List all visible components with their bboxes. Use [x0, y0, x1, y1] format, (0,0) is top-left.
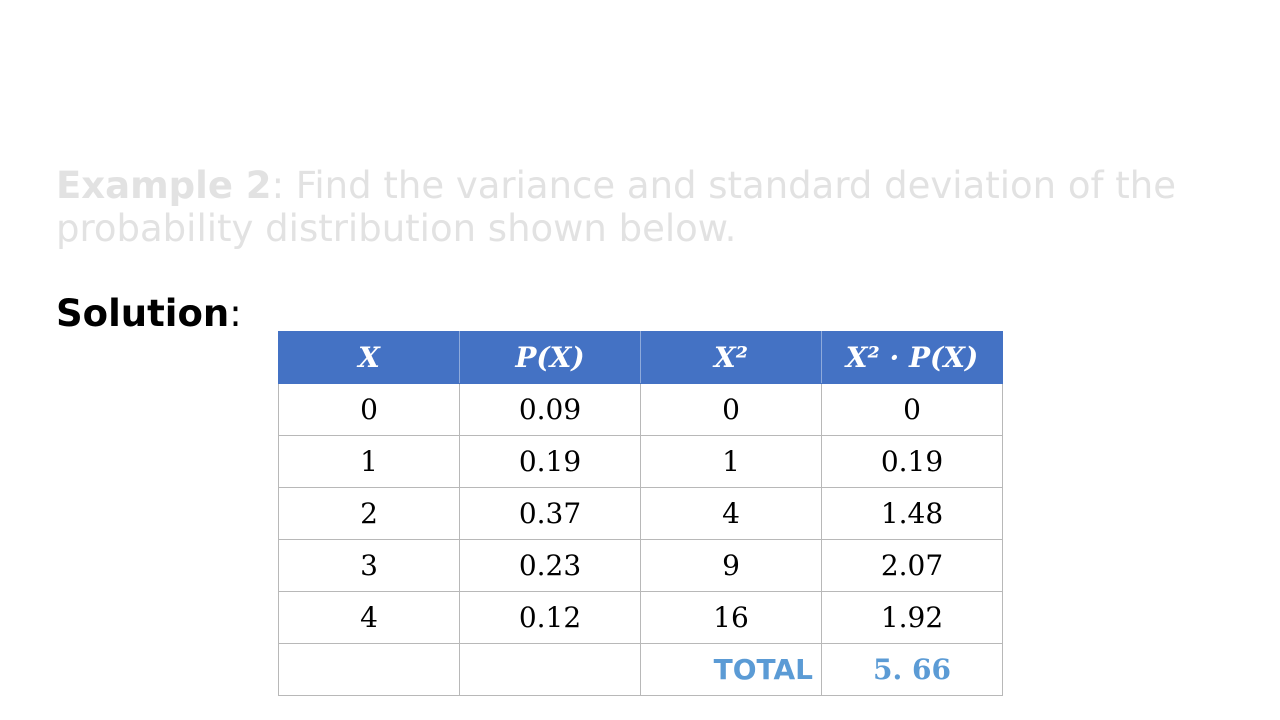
solution-label: Solution: [56, 292, 230, 335]
example-text: Find the variance and standard deviation…: [56, 164, 1177, 250]
table-row: 4 0.12 16 1.92: [278, 591, 1003, 644]
table-row: 3 0.23 9 2.07: [278, 539, 1003, 592]
example-colon: :: [271, 164, 285, 207]
cell-px: 0.19: [459, 435, 641, 488]
table-row: 2 0.37 4 1.48: [278, 487, 1003, 540]
total-row: TOTAL 5. 66: [278, 643, 1003, 696]
example-label: Example 2: [56, 164, 272, 207]
distribution-table: X P(X) X² X² · P(X) 0 0.09 0 0 1 0.19 1 …: [278, 331, 1003, 696]
table-row: 1 0.19 1 0.19: [278, 435, 1003, 488]
cell-px: 0.37: [459, 487, 641, 540]
cell-px: 0.12: [459, 591, 641, 644]
solution-heading: Solution:: [56, 292, 242, 336]
total-label: TOTAL: [640, 643, 822, 696]
cell-x-squared: 4: [640, 487, 822, 540]
cell-x-squared-px: 1.92: [821, 591, 1003, 644]
cell-x: 0: [278, 383, 460, 436]
cell-x: 2: [278, 487, 460, 540]
cell-x-squared-px: 0: [821, 383, 1003, 436]
cell-x: 1: [278, 435, 460, 488]
example-prompt: Example 2: Find the variance and standar…: [56, 164, 1216, 250]
cell-px: 0.23: [459, 539, 641, 592]
cell-x: 4: [278, 591, 460, 644]
cell-x-squared: 16: [640, 591, 822, 644]
cell-x-squared: 1: [640, 435, 822, 488]
cell-x-squared-px: 2.07: [821, 539, 1003, 592]
cell-x-squared: 0: [640, 383, 822, 436]
cell-x-squared-px: 0.19: [821, 435, 1003, 488]
cell-x-squared-px: 1.48: [821, 487, 1003, 540]
cell-px: 0.09: [459, 383, 641, 436]
header-x-squared: X²: [640, 331, 822, 384]
empty-cell: [459, 643, 641, 696]
empty-cell: [278, 643, 460, 696]
table-header-row: X P(X) X² X² · P(X): [278, 331, 1003, 384]
header-px: P(X): [459, 331, 641, 384]
cell-x: 3: [278, 539, 460, 592]
solution-colon: :: [229, 292, 242, 335]
table-row: 0 0.09 0 0: [278, 383, 1003, 436]
header-x: X: [278, 331, 460, 384]
header-x-squared-px: X² · P(X): [821, 331, 1003, 384]
total-value: 5. 66: [821, 643, 1003, 696]
cell-x-squared: 9: [640, 539, 822, 592]
